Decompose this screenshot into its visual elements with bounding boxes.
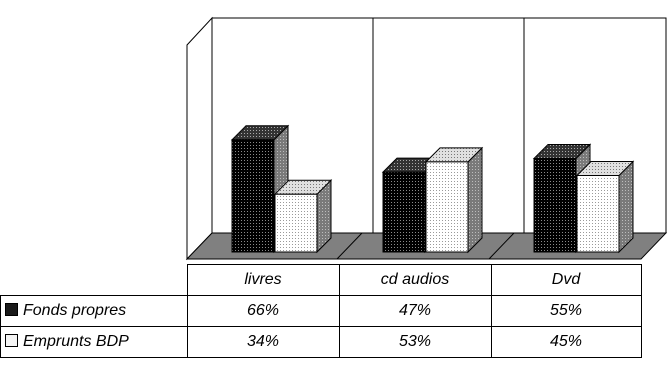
bar-emprunts-bdp-cd-audios-side bbox=[467, 146, 483, 254]
category-label-livres: livres bbox=[186, 264, 340, 296]
bar-fonds-propres-livres bbox=[231, 139, 275, 253]
data-label: 53% bbox=[338, 326, 492, 358]
data-label: 66% bbox=[186, 295, 340, 327]
series-name: Fonds propres bbox=[23, 302, 127, 319]
data-label: 34% bbox=[186, 326, 340, 358]
left-wall bbox=[186, 16, 213, 261]
category-label-cd-audios: cd audios bbox=[338, 264, 492, 296]
legend-swatch-dark-icon bbox=[5, 303, 18, 316]
series-name: Emprunts BDP bbox=[23, 333, 129, 350]
bar-emprunts-bdp-cd-audios bbox=[425, 161, 469, 253]
bars-layer bbox=[230, 124, 635, 254]
bar-emprunts-bdp-dvd bbox=[576, 175, 620, 253]
legend-swatch-light-icon bbox=[5, 334, 18, 347]
legend-fonds-propres: Fonds propres bbox=[0, 295, 188, 327]
category-row: livres cd audios Dvd bbox=[1, 264, 642, 296]
series-row-emprunts-bdp: Emprunts BDP 34% 53% 45% bbox=[0, 326, 642, 358]
bar-fonds-propres-dvd bbox=[533, 158, 577, 253]
legend-emprunts-bdp: Emprunts BDP bbox=[0, 326, 188, 358]
bar-fonds-propres-cd-audios bbox=[382, 171, 426, 253]
data-label: 47% bbox=[338, 295, 492, 327]
bar-emprunts-bdp-dvd-side bbox=[618, 160, 634, 254]
series-row-fonds-propres: Fonds propres 66% 47% 55% bbox=[0, 295, 642, 327]
data-table: livres cd audios Dvd Fonds propres 66% 4… bbox=[0, 264, 642, 358]
floor-divider-2 bbox=[488, 232, 515, 260]
floor-divider-1 bbox=[336, 232, 363, 260]
bar-emprunts-bdp-livres bbox=[274, 193, 318, 253]
data-label: 45% bbox=[490, 326, 642, 358]
data-label: 55% bbox=[490, 295, 642, 327]
category-label-dvd: Dvd bbox=[490, 264, 642, 296]
